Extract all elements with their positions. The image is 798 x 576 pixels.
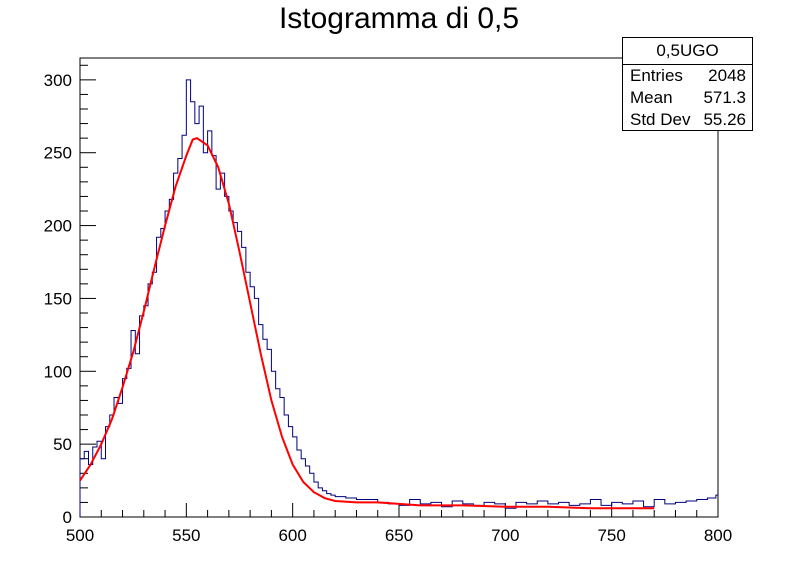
y-tick-label: 300 [44, 71, 72, 90]
y-tick-label: 250 [44, 144, 72, 163]
stats-row-entries: Entries 2048 [623, 65, 752, 87]
stats-box: 0,5UGO Entries 2048 Mean 571.3 Std Dev 5… [622, 37, 753, 131]
x-tick-label: 550 [172, 526, 200, 545]
x-tick-label: 750 [597, 526, 625, 545]
stats-row-mean: Mean 571.3 [623, 87, 752, 109]
stats-label-mean: Mean [630, 88, 673, 107]
stats-title: 0,5UGO [623, 38, 752, 65]
stats-label-entries: Entries [630, 66, 683, 85]
chart-title: Istogramma di 0,5 [278, 2, 520, 35]
axis-ticks [79, 64, 719, 518]
x-tick-label: 650 [385, 526, 413, 545]
histogram-line [79, 79, 718, 517]
x-tick-label: 800 [704, 526, 732, 545]
stats-label-stddev: Std Dev [630, 110, 691, 129]
x-tick-label: 600 [278, 526, 306, 545]
y-tick-label: 50 [53, 435, 72, 454]
x-tick-label: 700 [491, 526, 519, 545]
x-tick-label: 500 [66, 526, 94, 545]
stats-value-entries: 2048 [708, 66, 746, 85]
y-tick-label: 200 [44, 217, 72, 236]
stats-value-stddev: 55.26 [703, 110, 746, 129]
axis-tick-labels: 500 550 600 650 700 750 800 0 50 100 150 200 250 300 [44, 71, 733, 545]
y-tick-label: 150 [44, 289, 72, 308]
y-tick-label: 0 [63, 508, 72, 527]
stats-row-stddev: Std Dev 55.26 [623, 109, 752, 131]
fit-curve [79, 137, 655, 510]
y-tick-label: 100 [44, 362, 72, 381]
stats-value-mean: 571.3 [703, 88, 746, 107]
